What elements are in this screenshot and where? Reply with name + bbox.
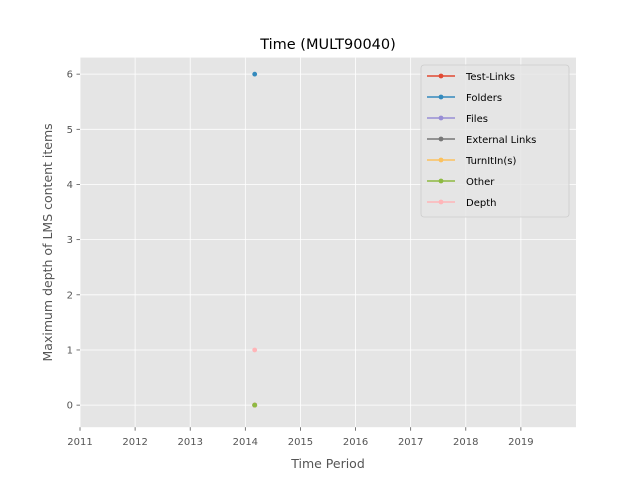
legend-label: Test-Links [465, 72, 515, 83]
data-points [252, 71, 258, 408]
axis-ticks: 2011 2012 2013 2014 2015 2016 2017 2018 2019 0 1 2 3… [67, 70, 534, 449]
y-tick-label: 4 [67, 180, 73, 191]
x-tick-label: 2015 [288, 437, 313, 448]
legend-label: TurnItIn(s) [465, 156, 516, 167]
y-tick-label: 1 [67, 345, 73, 356]
legend-label: Other [466, 177, 495, 188]
legend-marker [438, 136, 444, 142]
legend-marker [438, 73, 444, 79]
legend-marker [438, 94, 444, 100]
y-tick-label: 0 [67, 401, 73, 412]
legend-marker [438, 157, 444, 163]
data-point [252, 71, 258, 77]
data-point [252, 347, 258, 353]
data-point [252, 402, 258, 408]
legend-label: Files [466, 114, 488, 125]
y-axis-label: Maximum depth of LMS content items [40, 123, 55, 361]
y-tick-label: 2 [67, 290, 73, 301]
legend-box [420, 64, 570, 218]
x-tick-label: 2013 [177, 437, 202, 448]
legend-marker [438, 178, 444, 184]
chart-title: Time (MULT90040) [259, 37, 396, 53]
legend-marker [438, 199, 444, 205]
legend-label: Folders [466, 93, 502, 104]
x-tick-label: 2019 [508, 437, 533, 448]
legend: Test-Links Folders Files External Links Turn… [420, 64, 570, 218]
legend-label: External Links [466, 135, 536, 146]
x-axis-label: Time Period [290, 456, 365, 471]
y-tick-label: 5 [67, 125, 73, 136]
y-tick-label: 6 [67, 70, 73, 81]
legend-marker [438, 115, 444, 121]
x-tick-label: 2012 [122, 437, 147, 448]
legend-label: Depth [466, 198, 496, 209]
x-tick-label: 2018 [453, 437, 478, 448]
x-tick-label: 2014 [233, 437, 258, 448]
x-tick-label: 2011 [67, 437, 92, 448]
x-tick-label: 2016 [343, 437, 368, 448]
y-tick-label: 3 [67, 235, 73, 246]
x-tick-label: 2017 [398, 437, 423, 448]
